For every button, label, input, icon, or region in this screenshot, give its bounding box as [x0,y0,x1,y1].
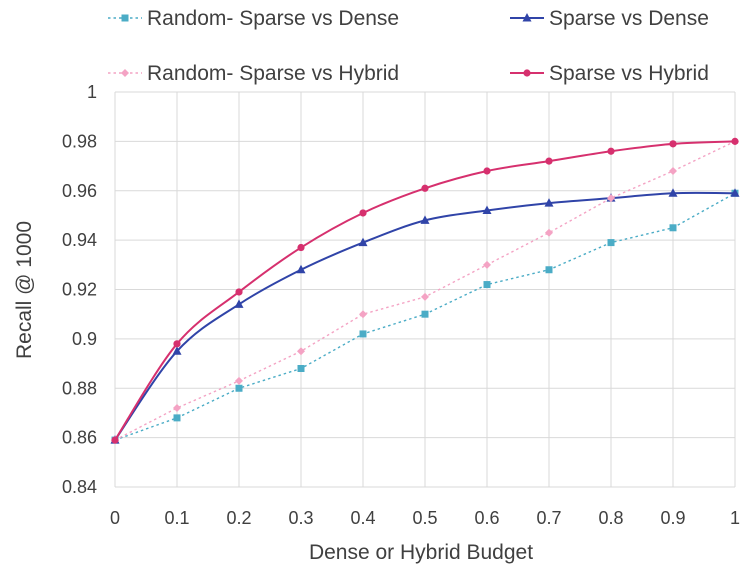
data-point [172,346,182,355]
legend-marker [121,69,129,77]
axes: 0.84 0.86 0.88 0.9 0.92 0.94 0.96 0.98 1 0 0.1 0.2 0… [62,82,740,528]
data-point [235,288,243,296]
x-tick-label: 0.9 [660,508,685,528]
x-tick-label: 0.4 [350,508,375,528]
legend-item-random-sparse-vs-dense: Random- Sparse vs Dense [108,7,399,30]
legend: Random- Sparse vs Dense Sparse vs Dense Ra… [108,7,709,85]
data-point [421,310,429,318]
data-point [296,264,306,274]
legend-item-sparse-vs-dense: Sparse vs Dense [510,7,709,30]
data-point [731,137,739,145]
y-tick-label: 0.86 [62,428,97,448]
data-point [421,292,429,301]
data-point [483,260,491,269]
data-point [235,384,243,392]
data-point [111,436,119,444]
data-point [483,281,491,289]
x-tick-label: 0.2 [226,508,251,528]
y-tick-label: 0.92 [62,280,97,300]
data-point [669,140,677,148]
legend-marker [522,13,532,22]
data-point [359,330,367,338]
legend-marker [523,69,531,77]
legend-label: Random- Sparse vs Dense [147,7,399,30]
data-point [173,404,181,412]
data-point [235,376,243,385]
x-tick-label: 0 [110,508,120,528]
data-point [545,228,553,237]
data-point [359,310,367,319]
data-point [359,209,367,217]
x-tick-label: 0.7 [536,508,561,528]
data-point [420,215,430,224]
y-tick-label: 1 [87,82,97,102]
x-tick-label: 0.3 [288,508,313,528]
data-point [358,237,368,247]
y-tick-label: 0.9 [72,329,97,349]
data-point [669,167,677,175]
legend-marker [121,14,129,22]
legend-label: Sparse vs Hybrid [549,62,709,85]
y-tick-label: 0.96 [62,181,97,201]
y-tick-label: 0.84 [62,477,97,497]
x-tick-label: 0.5 [412,508,437,528]
data-point [173,340,181,348]
data-point [421,184,429,192]
y-tick-label: 0.88 [62,378,97,398]
series-line [114,140,736,441]
series-layer [110,137,740,445]
data-point [545,157,553,165]
y-axis-title: Recall @ 1000 [13,221,36,359]
series-sparse-vs-hybrid [111,137,739,444]
data-point [668,188,678,197]
data-point [544,198,554,207]
legend-label: Sparse vs Dense [549,7,709,30]
series-line [114,191,736,441]
y-tick-label: 0.94 [62,230,97,250]
data-point [669,224,677,232]
data-point [607,239,615,247]
data-point [297,365,305,372]
data-point [607,194,615,203]
x-tick-label: 1 [730,508,740,528]
data-point [482,205,492,214]
legend-item-random-sparse-vs-hybrid: Random- Sparse vs Hybrid [108,62,399,85]
data-point [234,299,244,308]
legend-item-sparse-vs-hybrid: Sparse vs Hybrid [510,62,709,85]
data-point [297,347,305,356]
data-point [483,167,491,175]
x-tick-label: 0.8 [598,508,623,528]
x-axis-title: Dense or Hybrid Budget [309,541,533,564]
data-point [297,243,305,252]
x-tick-label: 0.1 [164,508,189,528]
x-tick-label: 0.6 [474,508,499,528]
data-point [730,188,740,197]
data-point [173,414,181,422]
legend-label: Random- Sparse vs Hybrid [147,62,399,85]
gridlines [114,91,736,488]
data-point [545,266,553,274]
y-tick-label: 0.98 [62,131,97,151]
data-point [607,147,615,155]
